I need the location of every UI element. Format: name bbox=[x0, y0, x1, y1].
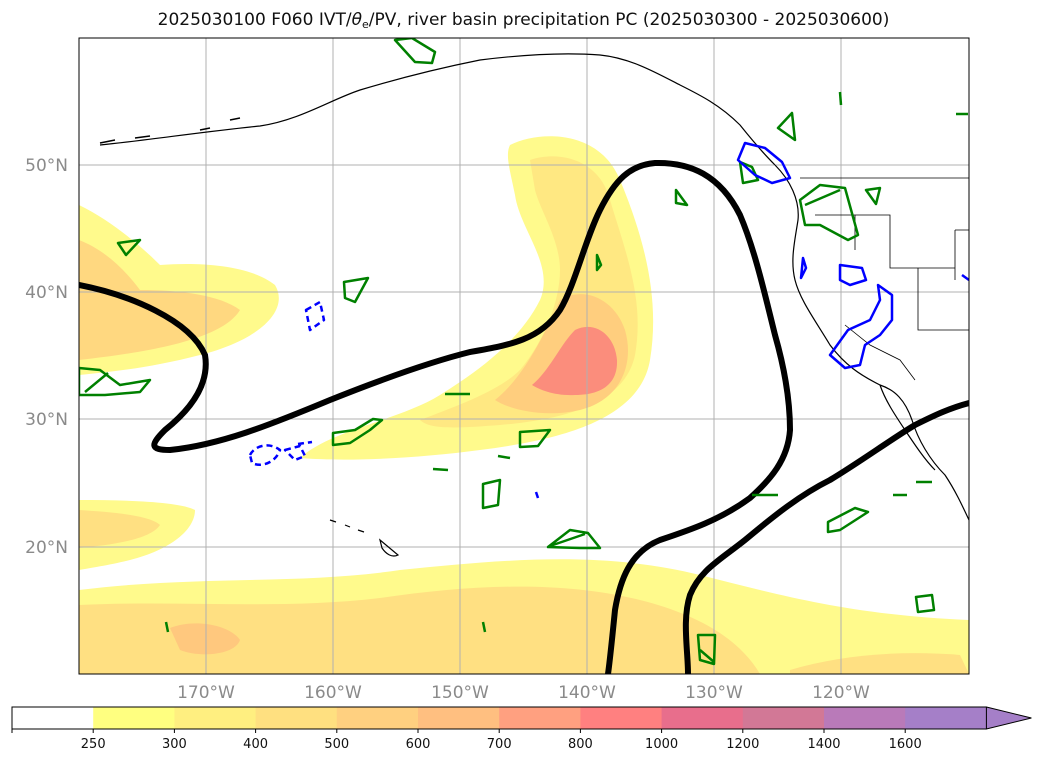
colorbar-extend-arrow bbox=[985, 706, 1032, 730]
ivt-south-band-inner bbox=[79, 586, 760, 674]
colorbar-segment bbox=[255, 707, 338, 729]
colorbar-label: 300 bbox=[162, 737, 187, 752]
colorbar-segment bbox=[499, 707, 581, 729]
pv-contour-main bbox=[79, 159, 794, 674]
colorbar-segment bbox=[905, 707, 987, 729]
colorbar-segment bbox=[12, 707, 94, 729]
colorbar-segment bbox=[336, 707, 419, 729]
coast-west-na bbox=[774, 164, 969, 521]
lat-label: 40°N bbox=[25, 283, 68, 303]
colorbar-label: 700 bbox=[487, 737, 512, 752]
colorbar-label: 800 bbox=[568, 737, 593, 752]
colorbar-segment bbox=[580, 707, 663, 729]
latitude-labels: 50°N 40°N 30°N 20°N bbox=[25, 156, 68, 558]
lon-label: 130°W bbox=[685, 683, 743, 703]
map-area bbox=[79, 38, 969, 674]
colorbar-segment bbox=[93, 707, 175, 729]
colorbar-label: 1400 bbox=[807, 737, 840, 752]
ivt-shading bbox=[79, 136, 969, 674]
colorbar-label: 250 bbox=[81, 737, 106, 752]
lon-label: 120°W bbox=[812, 683, 870, 703]
precip-pc-negative bbox=[248, 141, 969, 499]
coastlines bbox=[99, 53, 969, 557]
colorbar-label: 400 bbox=[243, 737, 268, 752]
lat-label: 20°N bbox=[25, 538, 68, 558]
lon-label: 170°W bbox=[177, 683, 235, 703]
lon-label: 160°W bbox=[304, 683, 362, 703]
colorbar-segment bbox=[661, 707, 744, 729]
lon-label: 150°W bbox=[431, 683, 489, 703]
colorbar-segment bbox=[174, 707, 257, 729]
colorbar-segment bbox=[418, 707, 500, 729]
lon-label: 140°W bbox=[558, 683, 616, 703]
lat-label: 30°N bbox=[25, 410, 68, 430]
colorbar: 250 300 400 500 600 700 800 1000 1200 1400 1600 bbox=[11, 706, 1032, 752]
pv-contour-east bbox=[682, 400, 969, 674]
coast-alaska bbox=[99, 53, 776, 166]
colorbar-segment bbox=[742, 707, 825, 729]
ivt-west-patch-inner bbox=[79, 240, 240, 360]
ivt-sw-band-inner bbox=[79, 510, 160, 548]
coast-hawaii bbox=[329, 519, 400, 557]
colorbar-label: 1000 bbox=[645, 737, 678, 752]
map-frame bbox=[78, 37, 970, 675]
colorbar-label: 1200 bbox=[726, 737, 759, 752]
graticule bbox=[79, 38, 969, 674]
colorbar-segment bbox=[824, 707, 906, 729]
lat-label: 50°N bbox=[25, 156, 68, 176]
plot-title: 2025030100 F060 IVT/θe/PV, river basin p… bbox=[157, 10, 890, 31]
ivt-plume-core bbox=[532, 326, 618, 396]
ivt-se-patch bbox=[790, 653, 969, 674]
colorbar-label: 600 bbox=[406, 737, 431, 752]
longitude-labels: 170°W 160°W 150°W 140°W 130°W 120°W bbox=[177, 683, 870, 703]
colorbar-label: 500 bbox=[324, 737, 349, 752]
coast-aleutians bbox=[99, 117, 241, 144]
ivt-south-band-spot bbox=[170, 623, 240, 655]
colorbar-label: 1600 bbox=[889, 737, 922, 752]
pv-contours bbox=[79, 159, 969, 674]
